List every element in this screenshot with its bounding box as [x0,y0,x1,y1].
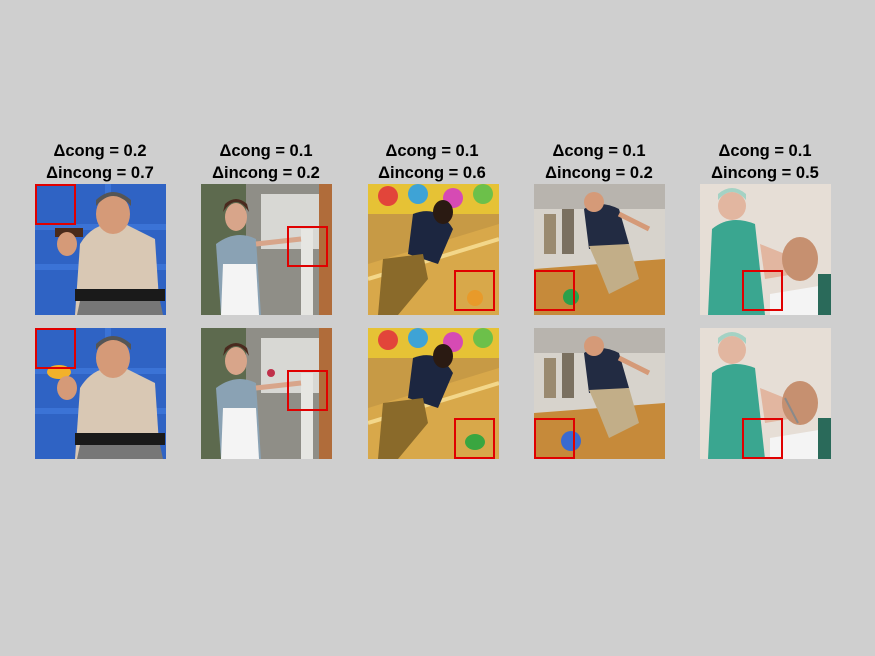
column-5: Δcong = 0.1 Δincong = 0.5 [695,140,835,184]
highlight-box [742,270,783,311]
incongruent-image-police-officer [35,328,166,459]
incongruent-image-woman-bowling [368,328,499,459]
delta-incong-label: Δincong = 0.5 [711,164,819,182]
congruent-image-police-officer [35,184,166,315]
highlight-box [35,184,76,225]
column-2: Δcong = 0.1 Δincong = 0.2 [196,140,336,184]
delta-cong-label: Δcong = 0.1 [385,142,479,160]
column-4: Δcong = 0.1 Δincong = 0.2 [529,140,669,184]
highlight-box [454,418,495,459]
congruent-image-woman-bowling [368,184,499,315]
congruent-image-man-bowling [534,184,665,315]
highlight-box [35,328,76,369]
highlight-box [742,418,783,459]
delta-incong-label: Δincong = 0.2 [212,164,320,182]
column-1: Δcong = 0.2 Δincong = 0.7 [30,140,170,184]
highlight-box [534,270,575,311]
delta-cong-label: Δcong = 0.1 [219,142,313,160]
highlight-box [534,418,575,459]
delta-incong-label: Δincong = 0.6 [378,164,486,182]
delta-cong-label: Δcong = 0.1 [718,142,812,160]
incongruent-image-man-bowling [534,328,665,459]
column-3: Δcong = 0.1 Δincong = 0.6 [362,140,502,184]
delta-cong-label: Δcong = 0.2 [53,142,147,160]
incongruent-image-woman-painting [201,328,332,459]
incongruent-image-doctor-patient [700,328,831,459]
highlight-box [287,370,328,411]
delta-incong-label: Δincong = 0.2 [545,164,653,182]
delta-incong-label: Δincong = 0.7 [46,164,154,182]
highlight-box [287,226,328,267]
delta-cong-label: Δcong = 0.1 [552,142,646,160]
highlight-box [454,270,495,311]
congruent-image-woman-painting [201,184,332,315]
